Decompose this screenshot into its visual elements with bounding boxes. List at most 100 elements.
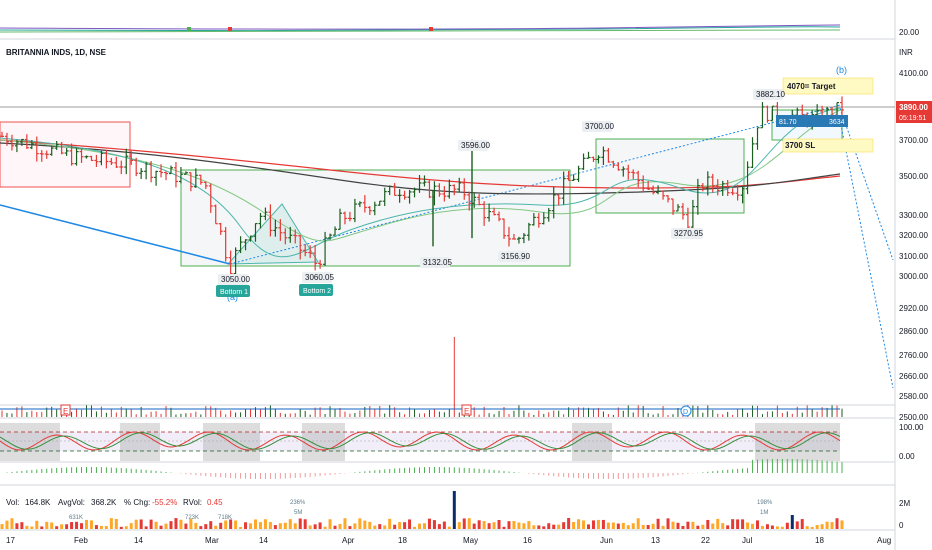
top-indicator-marker-red-1 — [228, 27, 232, 31]
rvol-bar-31 — [154, 521, 158, 529]
price-label-3882: 3882.10 — [756, 90, 785, 99]
event-marker-e-1[interactable] — [60, 404, 71, 416]
rvol-bar-157 — [780, 526, 784, 529]
stoch-zone-3 — [302, 423, 345, 461]
rvol-bar-131 — [651, 523, 655, 529]
rvol-bar-77 — [383, 525, 387, 529]
rvol-bar-153 — [760, 525, 764, 529]
rvol-bar-123 — [611, 522, 615, 529]
rvol-bar-66 — [328, 519, 332, 529]
rvol-bar-81 — [403, 522, 407, 529]
volume-label-631k: 631K — [69, 515, 83, 521]
price-label-box-3270 — [671, 228, 703, 239]
rvol-bar-162 — [805, 526, 809, 529]
rvol-bar-34 — [169, 521, 173, 529]
rvol-bar-124 — [616, 523, 620, 529]
price-label-box-3700 — [582, 121, 612, 132]
time-tick-12: Jul — [742, 536, 752, 545]
rvol-bar-152 — [756, 520, 760, 529]
rvol-bar-137 — [681, 525, 685, 529]
rvol-bar-107 — [532, 525, 536, 529]
currency-label: INR — [899, 48, 913, 57]
stoch-zone-1 — [120, 423, 160, 461]
rvol-bar-97 — [482, 521, 486, 529]
rvol-bar-95 — [472, 523, 476, 529]
rvol-bar-130 — [646, 525, 650, 529]
rvol-bar-19 — [94, 525, 98, 529]
rvol-bar-133 — [661, 525, 665, 529]
event-marker-d[interactable] — [680, 405, 692, 417]
price-axis-ticks: 4100.003900.003700.003500.003300.003200.… — [899, 69, 928, 422]
volume-legend-vol-value: 164.8K — [25, 498, 51, 507]
stoch-band — [0, 432, 840, 451]
rvol-bar-98 — [487, 523, 491, 529]
position-tool[interactable] — [776, 115, 848, 127]
volume-legend-chg-label: % Chg: — [124, 498, 150, 507]
rvol-bar-43 — [214, 525, 218, 529]
rvol-bar-14 — [70, 522, 74, 529]
rvol-bar-24 — [119, 526, 123, 529]
top-indicator-marker-green — [187, 27, 191, 31]
projection-line-2 — [839, 119, 894, 389]
rvol-bar-87 — [432, 520, 436, 529]
rvol-bar-93 — [462, 518, 466, 529]
rvol-bar-150 — [746, 522, 750, 529]
rvol-bar-163 — [810, 526, 814, 529]
rvol-bar-54 — [268, 522, 272, 529]
rvol-bar-101 — [502, 526, 506, 529]
price-label-3700: 3700.00 — [585, 122, 614, 131]
rvol-bar-108 — [537, 525, 541, 529]
rvol-bar-72 — [358, 518, 362, 529]
rvol-bar-70 — [348, 526, 352, 529]
price-label-3156: 3156.90 — [501, 252, 530, 261]
rvol-bar-94 — [467, 518, 471, 529]
stoch-zone-4 — [572, 423, 612, 461]
time-tick-1: Feb — [74, 536, 88, 545]
rvol-bar-4 — [20, 522, 24, 529]
rvol-bar-88 — [437, 524, 441, 529]
rvol-bar-142 — [706, 519, 710, 529]
top-indicator-line-3 — [0, 29, 841, 33]
rvol-bar-158 — [785, 522, 789, 529]
price-label-3270: 3270.95 — [674, 229, 703, 238]
top-indicator-panel — [0, 24, 841, 33]
rvol-bar-126 — [626, 525, 630, 529]
rvol-bar-69 — [343, 518, 347, 529]
rvol-bar-16 — [80, 523, 84, 529]
price-tick-2: 3700.00 — [899, 136, 928, 145]
rvol-bar-47 — [234, 520, 238, 529]
rvol-bar-68 — [338, 524, 342, 529]
rvol-bar-1 — [5, 520, 9, 529]
time-tick-5: Apr — [342, 536, 355, 545]
rvol-bar-29 — [144, 526, 148, 529]
event-marker-e-2[interactable] — [461, 404, 472, 416]
rvol-bar-145 — [721, 523, 725, 529]
rvol-bar-20 — [99, 525, 103, 529]
price-candles — [0, 96, 844, 283]
price-tick-5: 3200.00 — [899, 231, 928, 240]
rvol-bar-135 — [671, 521, 675, 529]
event-marker-e-1-label: E — [63, 407, 68, 416]
rvol-bar-102 — [507, 521, 511, 529]
rvol-bar-164 — [815, 525, 819, 529]
price-label-box-3882 — [753, 89, 783, 100]
rvol-bars — [0, 491, 844, 529]
time-tick-0: 17 — [6, 536, 15, 545]
rvol-bar-9 — [45, 521, 49, 529]
rvol-bar-91 — [452, 491, 456, 529]
rvol-bar-90 — [447, 526, 451, 529]
rvol-bar-99 — [492, 522, 496, 529]
rvol-bar-105 — [522, 523, 526, 529]
volume-legend-box — [3, 495, 233, 509]
rvol-bar-18 — [89, 520, 93, 529]
rvol-bar-146 — [726, 525, 730, 529]
rvol-bar-118 — [587, 524, 591, 529]
rvol-bar-36 — [179, 519, 183, 529]
rvol-bar-117 — [582, 520, 586, 529]
price-label-3060: 3060.05 — [305, 273, 334, 282]
time-tick-13: 18 — [815, 536, 824, 545]
rvol-bar-17 — [84, 519, 88, 529]
rvol-bar-40 — [199, 526, 203, 529]
rvol-bar-82 — [408, 519, 412, 529]
